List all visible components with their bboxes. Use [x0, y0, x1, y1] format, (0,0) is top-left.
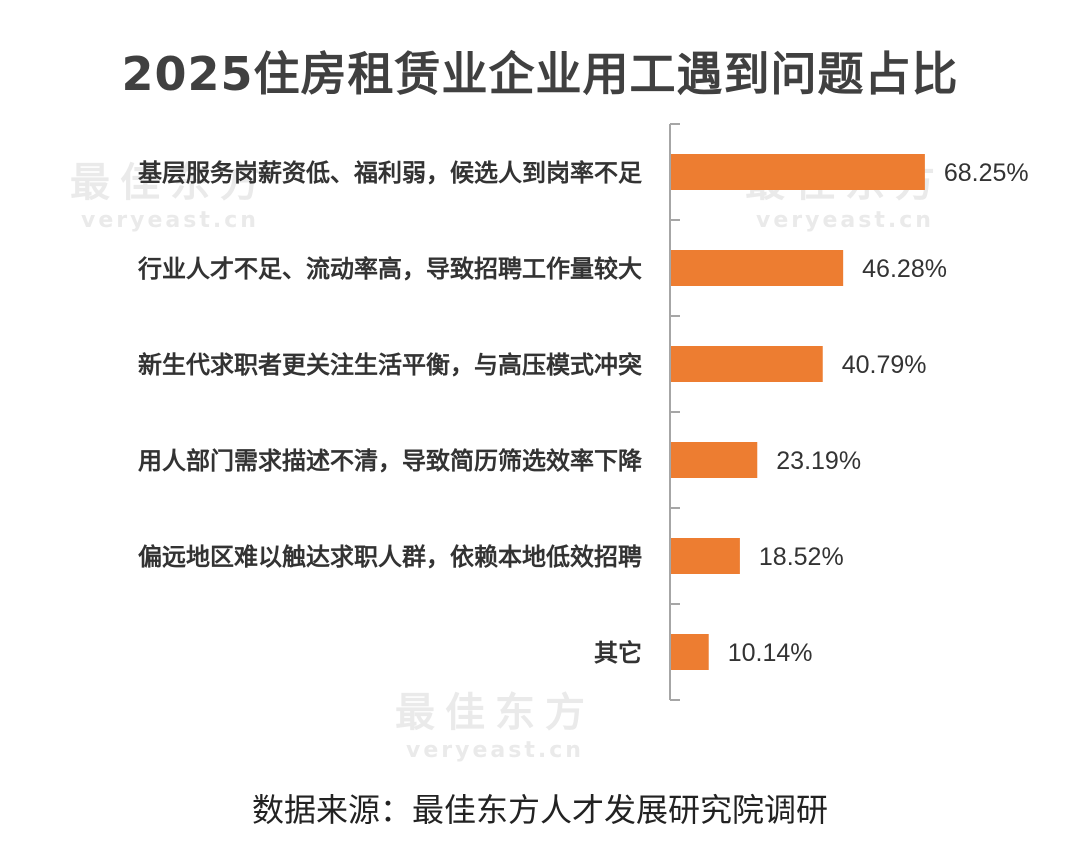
category-label-5: 偏远地区难以触达求职人群，依赖本地低效招聘	[138, 543, 642, 571]
data-source-note: 数据来源：最佳东方人才发展研究院调研	[251, 791, 828, 829]
category-label-2: 行业人才不足、流动率高，导致招聘工作量较大	[137, 255, 642, 283]
value-label-1: 68.25%	[944, 159, 1029, 187]
value-label-6: 10.14%	[728, 639, 813, 667]
category-label-1: 基层服务岗薪资低、福利弱，候选人到岗率不足	[138, 159, 642, 187]
bar-5	[671, 538, 740, 574]
value-label-3: 40.79%	[842, 351, 927, 379]
chart-title: 2025住房租赁业企业用工遇到问题占比	[121, 47, 959, 101]
value-label-2: 46.28%	[862, 255, 947, 283]
bar-4	[671, 442, 758, 478]
bar-6	[671, 634, 709, 670]
category-label-6: 其它	[594, 639, 642, 667]
value-label-4: 23.19%	[776, 447, 861, 475]
value-label-5: 18.52%	[759, 543, 844, 571]
category-label-3: 新生代求职者更关注生活平衡，与高压模式冲突	[138, 351, 642, 379]
bar-3	[671, 346, 823, 382]
bar-1	[671, 154, 925, 190]
bar-2	[671, 250, 844, 286]
category-label-4: 用人部门需求描述不清，导致简历筛选效率下降	[138, 447, 643, 475]
